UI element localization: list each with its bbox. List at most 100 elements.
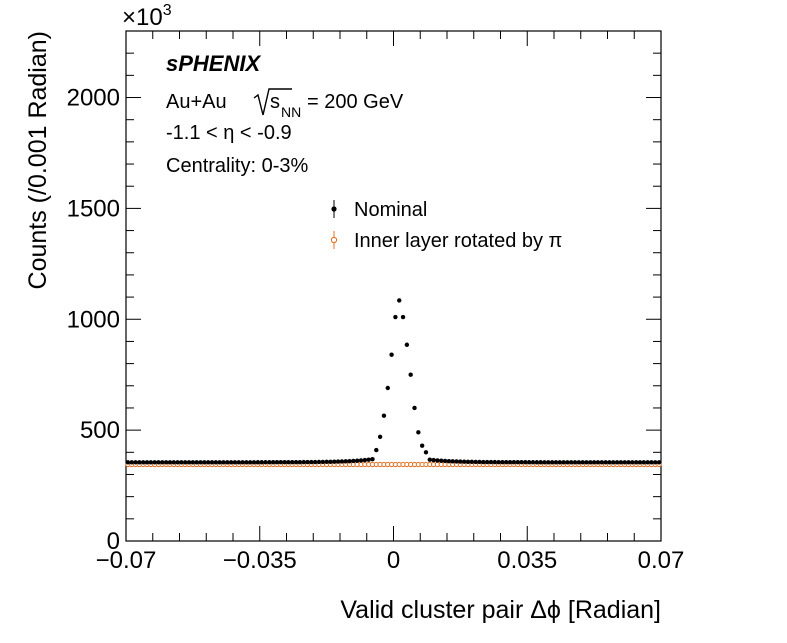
point-nominal xyxy=(163,460,169,465)
point-nominal xyxy=(419,443,425,448)
point-nominal xyxy=(572,460,578,465)
x-tick-label: 0.035 xyxy=(497,547,557,574)
x-tick-label: −0.035 xyxy=(223,547,297,574)
point-nominal xyxy=(450,459,455,464)
point-nominal xyxy=(133,460,138,465)
point-nominal xyxy=(481,459,486,465)
point-nominal xyxy=(381,413,387,418)
point-nominal xyxy=(343,459,348,464)
point-nominal xyxy=(633,460,639,465)
point-nominal xyxy=(519,460,524,465)
point-nominal xyxy=(301,459,306,465)
point-nominal xyxy=(351,458,356,464)
point-nominal xyxy=(228,460,234,465)
point-nominal xyxy=(458,459,463,464)
point-nominal xyxy=(175,460,180,465)
point-nominal xyxy=(488,459,494,465)
point-nominal xyxy=(557,460,562,465)
point-nominal xyxy=(362,457,368,463)
point-nominal xyxy=(244,460,249,465)
point-nominal xyxy=(152,460,157,465)
point-nominal xyxy=(496,459,501,465)
point-nominal xyxy=(221,460,226,465)
point-nominal xyxy=(614,460,620,465)
point-nominal xyxy=(504,459,509,465)
point-nominal xyxy=(129,460,134,465)
point-nominal xyxy=(198,460,203,465)
point-nominal xyxy=(156,460,161,465)
point-nominal xyxy=(500,459,505,465)
experiment-label: sPHENIX xyxy=(166,51,261,76)
point-nominal xyxy=(565,460,570,465)
point-nominal xyxy=(454,459,459,464)
point-nominal xyxy=(484,459,490,465)
point-nominal xyxy=(274,460,280,465)
point-nominal xyxy=(286,460,291,465)
point-nominal xyxy=(251,460,257,465)
point-nominal xyxy=(461,459,467,464)
point-nominal xyxy=(213,460,219,465)
point-nominal xyxy=(599,460,604,465)
x-axis-ticks xyxy=(125,31,662,541)
point-nominal xyxy=(553,460,559,465)
point-nominal xyxy=(412,405,417,411)
point-nominal xyxy=(278,460,283,465)
point-nominal xyxy=(641,460,647,465)
point-nominal xyxy=(144,460,150,465)
point-nominal xyxy=(171,460,176,465)
energy-label: s NN = 200 GeV xyxy=(253,88,404,120)
point-nominal xyxy=(507,460,513,465)
point-nominal xyxy=(442,458,448,464)
point-nominal xyxy=(584,460,589,465)
point-nominal xyxy=(316,459,322,465)
point-nominal xyxy=(427,457,433,462)
point-nominal xyxy=(232,460,238,465)
point-nominal xyxy=(439,458,444,463)
point-nominal xyxy=(393,314,398,320)
point-nominal xyxy=(611,460,616,465)
point-nominal xyxy=(186,460,192,465)
point-nominal xyxy=(125,460,131,465)
energy-value: = 200 GeV xyxy=(307,91,404,113)
point-nominal xyxy=(320,459,326,465)
point-nominal xyxy=(542,460,547,465)
y-axis-ticks xyxy=(126,30,661,542)
point-nominal xyxy=(595,460,601,465)
y-multiplier-base: ×10 xyxy=(122,4,163,31)
point-nominal xyxy=(469,459,475,465)
point-nominal xyxy=(549,460,555,465)
point-nominal xyxy=(622,460,627,465)
point-nominal xyxy=(530,460,536,465)
point-nominal xyxy=(580,460,585,465)
point-nominal xyxy=(523,460,528,465)
point-nominal xyxy=(397,298,402,303)
point-nominal xyxy=(656,460,662,465)
point-nominal xyxy=(167,460,173,465)
point-nominal xyxy=(561,460,566,465)
point-nominal xyxy=(404,342,410,347)
point-nominal xyxy=(305,459,310,465)
point-nominal xyxy=(160,460,165,465)
point-nominal xyxy=(312,459,318,465)
point-nominal xyxy=(194,460,199,465)
x-axis-title: Valid cluster pair Δϕ [Radian] xyxy=(340,596,661,624)
point-nominal xyxy=(366,457,371,462)
point-nominal xyxy=(293,459,299,465)
point-nominal xyxy=(297,459,303,465)
point-nominal xyxy=(358,458,364,463)
y-tick-label: 0 xyxy=(107,528,120,555)
centrality-label: Centrality: 0-3% xyxy=(166,155,308,177)
point-nominal xyxy=(477,459,482,465)
x-tick-label: 0.07 xyxy=(638,547,685,574)
point-nominal xyxy=(209,460,215,465)
energy-sqrt-var: s xyxy=(270,91,280,113)
point-nominal xyxy=(339,459,345,464)
point-nominal xyxy=(377,434,383,439)
point-nominal xyxy=(263,460,268,465)
eta-range-label: -1.1 < η < -0.9 xyxy=(166,122,292,144)
point-nominal xyxy=(148,460,154,465)
series-nominal xyxy=(125,298,662,465)
point-nominal xyxy=(588,460,593,465)
point-nominal xyxy=(568,460,574,465)
